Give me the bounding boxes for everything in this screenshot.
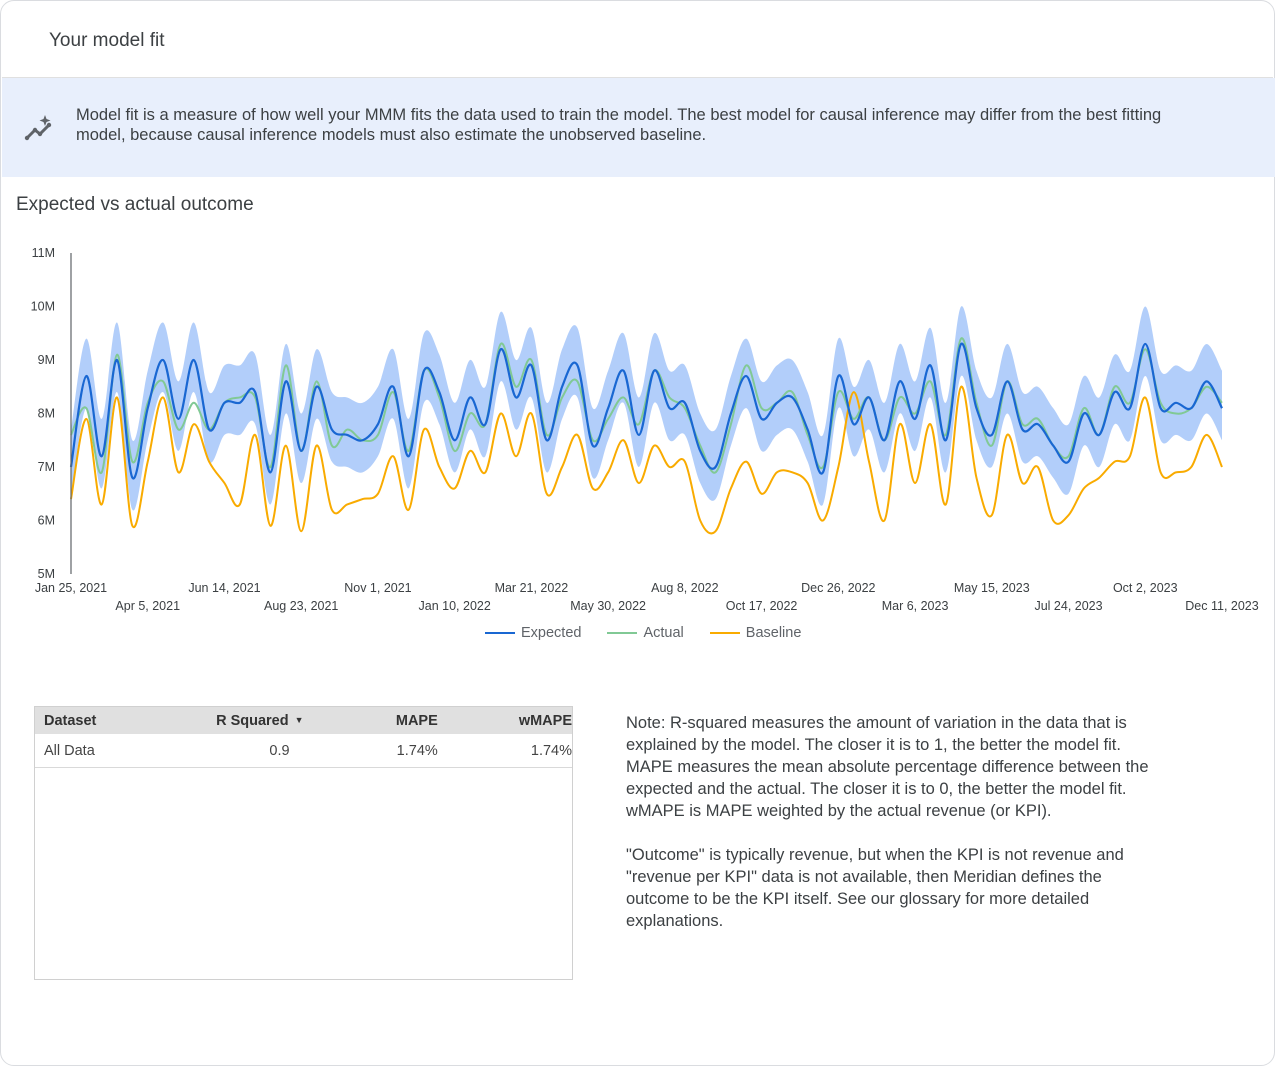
x-tick-label: Jun 14, 2021 (188, 581, 260, 595)
insights-sparkle-icon (24, 115, 52, 141)
column-header-r-squared-label: R Squared (216, 712, 289, 729)
table-header: Dataset R Squared ▼ MAPE wMAPE (35, 707, 572, 734)
x-tick-label: Mar 6, 2023 (882, 599, 949, 613)
note-paragraph-metrics: Note: R-squared measures the amount of v… (626, 714, 1149, 820)
chart-legend: Expected Actual Baseline (485, 625, 801, 641)
x-tick-label: Aug 8, 2022 (651, 581, 718, 595)
y-tick-label: 10M (31, 300, 55, 314)
column-header-wmape[interactable]: wMAPE (518, 712, 572, 729)
x-tick-label: Jan 25, 2021 (35, 581, 107, 595)
legend-item-expected[interactable]: Expected (485, 625, 581, 641)
cell-mape: 1.74% (396, 742, 438, 759)
x-tick-label: Apr 5, 2021 (115, 599, 180, 613)
y-tick-label: 8M (38, 407, 55, 421)
cell-wmape: 1.74% (530, 742, 572, 759)
table-row: All Data 0.9 1.74% 1.74% (35, 734, 572, 768)
series-line-expected (69, 342, 1223, 480)
column-header-r-squared[interactable]: R Squared ▼ (193, 713, 303, 729)
x-tick-label: Nov 1, 2021 (344, 581, 411, 595)
legend-swatch-baseline (709, 632, 740, 634)
x-tick-label: Dec 11, 2023 (1185, 599, 1258, 613)
legend-item-baseline[interactable]: Baseline (709, 625, 802, 641)
y-tick-label: 7M (38, 460, 55, 474)
y-tick-label: 9M (38, 353, 55, 367)
column-header-mape[interactable]: MAPE (395, 712, 438, 729)
chart-title: Expected vs actual outcome (16, 194, 254, 215)
legend-swatch-actual (607, 632, 638, 634)
x-tick-label: Oct 17, 2022 (726, 599, 798, 613)
x-tick-label: Jan 10, 2022 (419, 599, 491, 613)
column-header-dataset[interactable]: Dataset (44, 712, 97, 729)
card-title: Your model fit (49, 30, 165, 51)
banner-text: Model fit is a measure of how well your … (76, 106, 1162, 144)
note-paragraph-outcome: "Outcome" is typically revenue, but when… (626, 846, 1124, 930)
legend-label-baseline: Baseline (745, 625, 802, 641)
x-tick-label: May 30, 2022 (570, 599, 646, 613)
model-fit-table: Dataset R Squared ▼ MAPE wMAPE All Data 0… (34, 706, 573, 980)
x-tick-label: Mar 21, 2022 (495, 581, 569, 595)
sort-descending-icon[interactable]: ▼ (294, 714, 304, 725)
x-tick-label: Oct 2, 2023 (1113, 581, 1178, 595)
y-tick-label: 6M (38, 514, 55, 528)
cell-dataset: All Data (44, 742, 95, 759)
info-banner (2, 78, 1275, 177)
x-tick-label: Jul 24, 2023 (1034, 599, 1102, 613)
x-tick-label: Aug 23, 2021 (264, 599, 338, 613)
y-tick-label: 11M (32, 246, 55, 260)
legend-swatch-expected (485, 632, 515, 634)
cell-r-squared: 0.9 (269, 742, 290, 759)
header-divider (2, 77, 1273, 78)
x-tick-label: Dec 26, 2022 (801, 581, 875, 595)
legend-label-expected: Expected (521, 625, 582, 641)
series-line-baseline (70, 385, 1223, 535)
legend-label-actual: Actual (643, 625, 684, 641)
legend-item-actual[interactable]: Actual (607, 625, 684, 641)
x-tick-label: May 15, 2023 (954, 581, 1030, 595)
explanation-note: Note: R-squared measures the amount of v… (626, 712, 1166, 954)
y-tick-label: 5M (38, 567, 55, 581)
